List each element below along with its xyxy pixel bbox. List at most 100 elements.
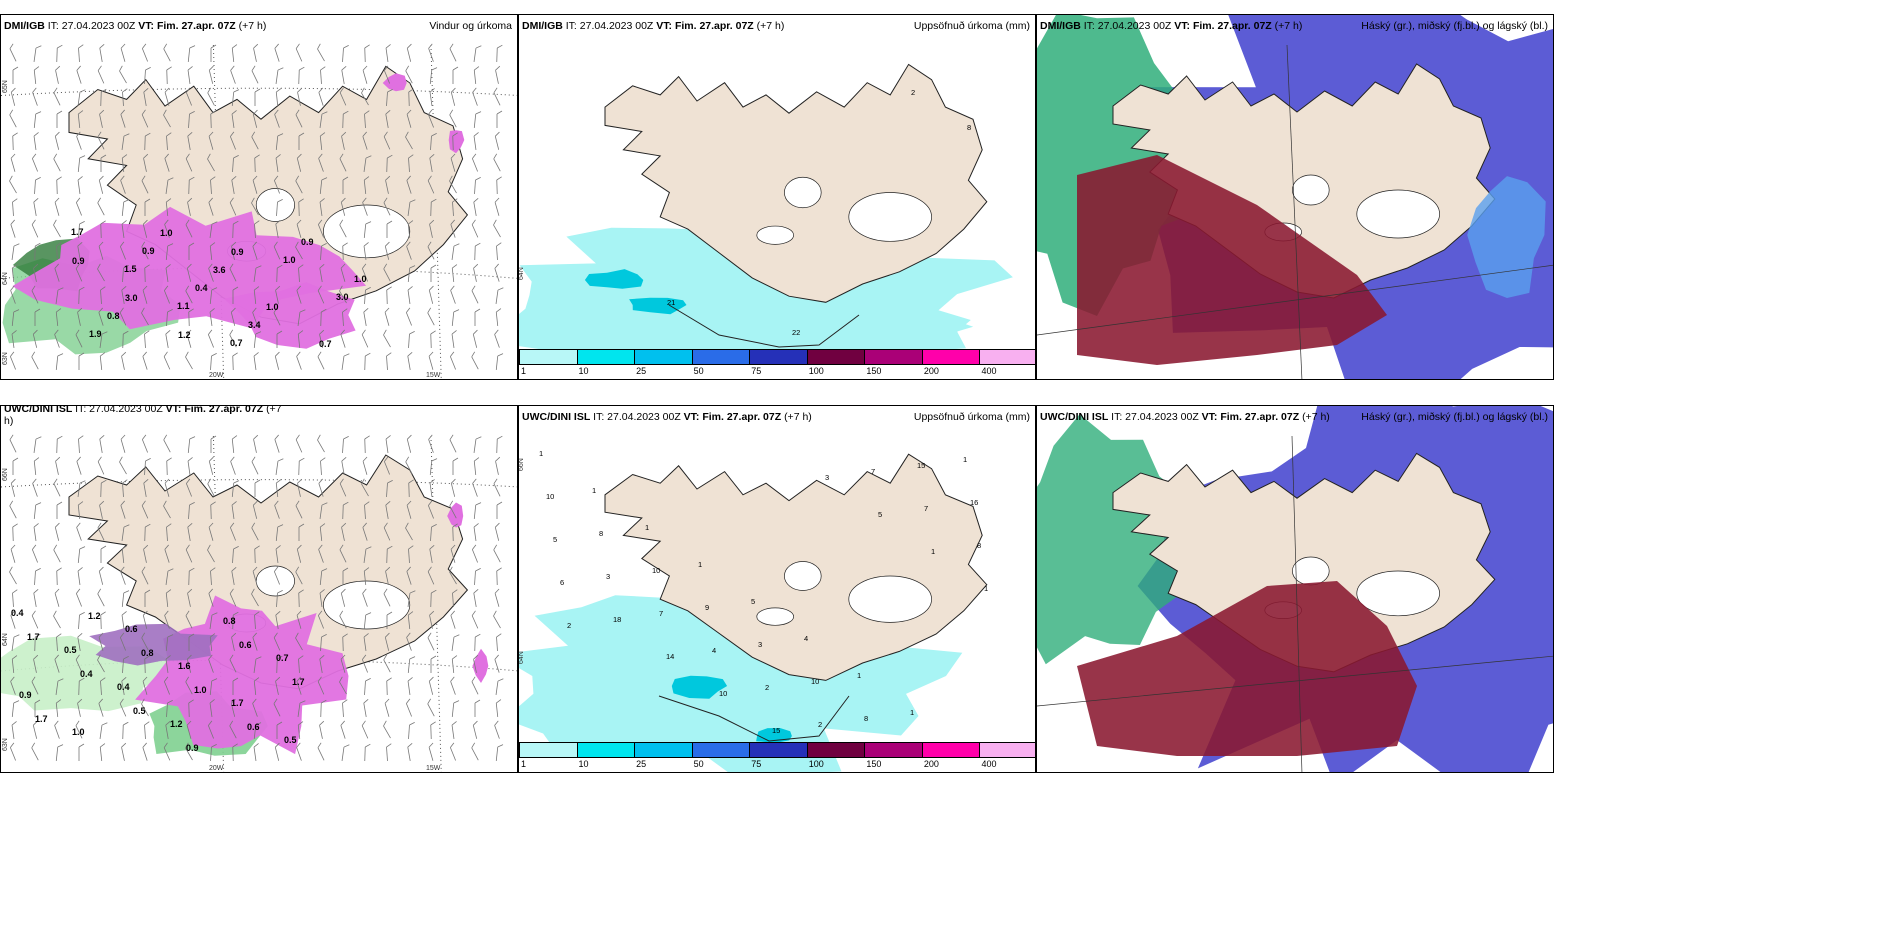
longitude-line bbox=[212, 435, 225, 772]
value-label: 1 bbox=[645, 523, 649, 532]
wind-barb bbox=[319, 111, 328, 128]
wind-barb bbox=[230, 65, 236, 84]
axis-label: 66N bbox=[519, 458, 525, 471]
value-label: 1.0 bbox=[160, 228, 173, 238]
wind-barb bbox=[209, 633, 216, 652]
value-label: 7 bbox=[659, 609, 663, 618]
wind-barb bbox=[297, 721, 304, 740]
wind-barb bbox=[472, 478, 478, 497]
wind-barb bbox=[144, 655, 150, 674]
wind-barb bbox=[472, 720, 478, 739]
glacier bbox=[848, 192, 932, 242]
wind-barb bbox=[119, 456, 127, 475]
wind-barb bbox=[209, 699, 215, 717]
wind-barb bbox=[275, 479, 282, 498]
wind-barb bbox=[450, 544, 456, 563]
wind-barb bbox=[208, 263, 214, 282]
wind-barb bbox=[342, 567, 349, 585]
wind-barb bbox=[10, 219, 16, 238]
wind-barb bbox=[449, 109, 457, 128]
wind-barb bbox=[274, 43, 280, 62]
wind-barb bbox=[142, 610, 148, 629]
value-label: 3 bbox=[606, 572, 610, 581]
wind-barb bbox=[450, 153, 456, 172]
value-label: 1 bbox=[910, 708, 914, 717]
init-time: IT: 27.04.2023 00Z bbox=[593, 411, 681, 423]
wind-barb bbox=[449, 434, 457, 453]
axis-label: 15W bbox=[426, 372, 441, 379]
wind-barb bbox=[122, 721, 129, 740]
wind-barb bbox=[385, 435, 391, 453]
wind-barb bbox=[385, 500, 391, 519]
wind-barb bbox=[450, 610, 456, 629]
wind-barb bbox=[297, 478, 303, 497]
value-label: 1 bbox=[963, 455, 967, 464]
wind-barb bbox=[451, 721, 457, 739]
accum-area bbox=[706, 279, 971, 362]
value-label: 1 bbox=[592, 486, 596, 495]
wind-barb bbox=[298, 523, 305, 541]
map-canvas: 1.7 1.5 1.1 0.7 1.0 3.0 1.9 0.9 0.4 3.4 0.9 1.0 0.8 1… bbox=[1, 37, 517, 379]
wind-barb bbox=[427, 632, 435, 651]
wind-barb bbox=[120, 434, 126, 453]
wind-barb bbox=[298, 132, 305, 150]
wind-barb bbox=[76, 522, 82, 541]
wind-barb bbox=[495, 65, 501, 84]
wind-barb bbox=[142, 434, 148, 453]
wind-barb bbox=[406, 175, 412, 194]
wind-barb bbox=[493, 219, 501, 238]
wind-barb bbox=[11, 721, 17, 739]
wind-barb bbox=[76, 131, 82, 150]
wind-barb bbox=[56, 633, 62, 652]
value-label: 5 bbox=[751, 597, 755, 606]
wind-barb bbox=[142, 43, 148, 62]
wind-barb bbox=[406, 109, 412, 128]
panel-header: UWC/DINI ISL IT: 27.04.2023 00Z VT: Fim.… bbox=[519, 406, 1035, 428]
wind-barb bbox=[296, 351, 302, 370]
wind-barb bbox=[320, 699, 327, 718]
wind-barb bbox=[165, 568, 174, 585]
wind-barb bbox=[320, 457, 326, 476]
wind-barb bbox=[11, 655, 18, 674]
wind-barb bbox=[31, 676, 39, 695]
wind-barb bbox=[383, 522, 391, 541]
wind-barb bbox=[252, 632, 258, 651]
wind-barb bbox=[318, 153, 324, 172]
wind-barb bbox=[252, 109, 258, 128]
wind-barb bbox=[54, 263, 60, 282]
wind-barb bbox=[188, 111, 195, 129]
wind-barb bbox=[229, 720, 237, 739]
value-label: 1.7 bbox=[35, 714, 48, 724]
wind-barb bbox=[231, 89, 240, 107]
wind-barb bbox=[119, 698, 127, 717]
wind-barb bbox=[230, 131, 236, 150]
wind-barb bbox=[11, 700, 20, 718]
value-label: 15 bbox=[772, 726, 780, 735]
wind-barb bbox=[56, 176, 62, 195]
wind-barb bbox=[12, 457, 19, 475]
wind-barb bbox=[494, 588, 500, 607]
wind-barb bbox=[363, 176, 370, 195]
panel-header: UWC/DINI ISL IT: 27.04.2023 00Z VT: Fim.… bbox=[1037, 406, 1553, 428]
wind-barb bbox=[493, 544, 501, 563]
wind-barb bbox=[55, 287, 64, 304]
lead-time: (+7 h) bbox=[756, 20, 785, 32]
wind-barb bbox=[361, 720, 369, 739]
wind-barb bbox=[144, 721, 150, 740]
wind-barb bbox=[121, 220, 127, 238]
value-label: 8 bbox=[967, 123, 971, 132]
wind-barb bbox=[428, 500, 434, 519]
wind-barb bbox=[298, 66, 305, 85]
wind-barb bbox=[55, 699, 62, 718]
wind-barb bbox=[451, 700, 460, 718]
wind-barb bbox=[474, 177, 481, 195]
wind-barb bbox=[33, 436, 42, 453]
wind-barb bbox=[54, 329, 60, 348]
value-label: 10 bbox=[652, 566, 660, 575]
wind-barb bbox=[364, 44, 370, 63]
wind-barb bbox=[100, 154, 107, 172]
value-label: 1 bbox=[931, 547, 935, 556]
wind-barb bbox=[407, 199, 416, 216]
wind-barb bbox=[275, 67, 284, 84]
wind-barb bbox=[361, 87, 369, 106]
